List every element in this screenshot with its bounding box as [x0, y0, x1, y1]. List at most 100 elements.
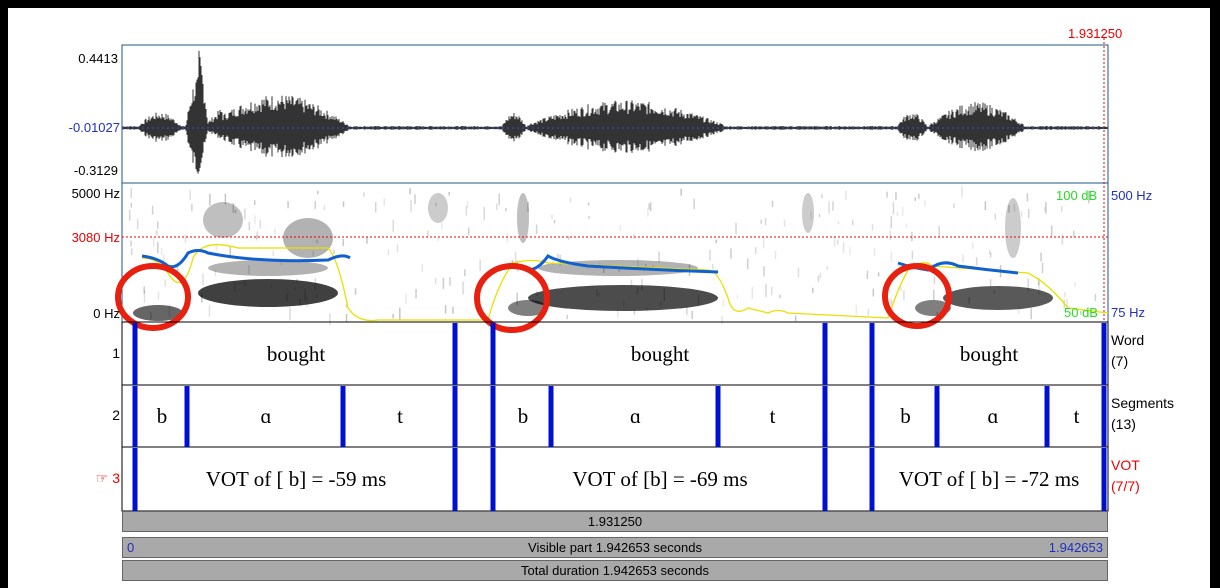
spectrogram-speck: [1051, 226, 1053, 237]
spectrogram-energy: [203, 202, 243, 238]
interval-text: t: [723, 385, 822, 447]
boundary: [1102, 386, 1107, 447]
spectrogram-speck: [248, 265, 250, 274]
spectrogram-speck: [889, 231, 891, 240]
spectrogram-speck: [895, 192, 897, 200]
spectrogram-speck: [995, 214, 997, 220]
spectrogram-speck: [435, 278, 437, 285]
spectrogram-speck: [437, 237, 439, 241]
spectrogram-speck: [634, 309, 636, 314]
spectrogram-speck: [779, 295, 781, 298]
spectrogram-speck: [415, 289, 417, 298]
tier-name: Segments(13): [1111, 393, 1174, 435]
spectrogram-speck: [468, 228, 470, 235]
boundary: [133, 448, 138, 511]
boundary: [453, 386, 458, 447]
spectrogram-speck: [156, 230, 158, 235]
spectrogram-speck: [215, 270, 217, 276]
spectrogram-speck: [735, 223, 737, 235]
spectrogram-speck: [664, 288, 666, 301]
spectrogram-speck: [631, 280, 633, 287]
spectrogram-speck: [152, 206, 154, 215]
spectrogram-speck: [763, 266, 765, 276]
spectrogram-speck: [709, 250, 711, 261]
spectrogram-speck: [716, 239, 718, 243]
spectrogram-speck: [452, 307, 454, 314]
spectrogram-speck: [274, 229, 276, 234]
praat-window: 0.4413 -0.01027 -0.3129 1.931250 5000 Hz…: [8, 8, 1210, 588]
boundary: [185, 386, 190, 447]
spectrogram-speck: [985, 201, 987, 210]
spectrogram-speck: [730, 248, 732, 258]
spectrogram-speck: [737, 295, 739, 299]
spectrogram-speck: [169, 304, 171, 317]
spectrogram-speck: [496, 204, 498, 210]
spectrogram-speck: [355, 288, 357, 294]
spectrogram-speck: [867, 271, 869, 279]
spectrogram-speck: [271, 284, 273, 289]
spectrogram-speck: [588, 216, 590, 219]
boundary: [823, 323, 828, 385]
spectrogram-energy: [428, 193, 448, 223]
spectrogram-speck: [566, 315, 568, 320]
spectrogram-speck: [902, 207, 904, 216]
visible-bar[interactable]: Visible part 1.942653 seconds 0 1.942653: [122, 537, 1108, 558]
tier-name-text: Segments: [1111, 393, 1174, 414]
boundary: [549, 386, 554, 447]
spectrogram-speck: [989, 251, 991, 255]
boundary: [823, 386, 828, 447]
spectrogram-speck: [819, 214, 821, 217]
spectrogram-speck: [244, 209, 246, 220]
intensity-top: 100 dB: [1056, 188, 1097, 203]
spectrogram-speck: [617, 309, 619, 318]
boundary: [341, 386, 346, 447]
spectrogram-speck: [304, 288, 306, 300]
spectrogram-speck: [1044, 207, 1046, 211]
spectrogram-speck: [272, 250, 274, 256]
spectrogram-speck: [296, 279, 298, 282]
tier-number: ☞3: [96, 470, 120, 487]
boundary: [491, 386, 496, 447]
visible-text: Visible part 1.942653 seconds: [528, 540, 702, 555]
spectrogram-speck: [934, 277, 936, 285]
spectrogram-speck: [130, 188, 132, 198]
spectrogram-speck: [158, 291, 160, 299]
waveform-min: -0.3129: [8, 163, 118, 178]
spectrogram-speck: [464, 269, 466, 276]
cursor-time: 1.931250: [1068, 26, 1122, 41]
spectrogram-speck: [130, 240, 132, 246]
spectrogram-speck: [445, 305, 447, 313]
spectrogram-energy: [208, 260, 328, 276]
total-bar[interactable]: Total duration 1.942653 seconds: [122, 560, 1108, 581]
cursor-bar[interactable]: 1.931250: [122, 511, 1108, 532]
spectrogram-speck: [646, 308, 648, 311]
spectrogram-speck: [1042, 263, 1044, 274]
spectrogram-speck: [161, 248, 163, 256]
spectrogram-speck: [462, 282, 464, 295]
spectrogram-energy: [198, 279, 338, 307]
spectrogram-energy: [517, 193, 529, 243]
boundary: [491, 448, 496, 511]
boundary: [133, 386, 138, 447]
spectrogram-speck: [191, 204, 193, 211]
spectrogram-speck: [324, 205, 326, 210]
spectrogram-speck: [234, 281, 236, 292]
spectrogram-speck: [483, 207, 485, 220]
spectrogram-speck: [507, 233, 509, 242]
spectrogram-speck: [287, 201, 289, 208]
spectrogram-speck: [314, 201, 316, 209]
interval-text: VOT of [ b] = -72 ms: [877, 447, 1101, 511]
spectrogram-speck: [315, 278, 317, 290]
intensity-bottom: 50 dB: [1064, 305, 1098, 320]
spectrogram-speck: [1027, 193, 1029, 201]
spectrogram-speck: [752, 287, 754, 299]
spectrogram-speck: [235, 210, 237, 214]
waveform-mid: -0.01027: [8, 120, 120, 135]
spectrogram-speck: [316, 294, 318, 297]
spectrogram-speck: [388, 249, 390, 255]
waveform-max: 0.4413: [8, 51, 118, 66]
interval-text: b: [498, 385, 548, 447]
spectrogram-speck: [448, 192, 450, 196]
spectrogram-speck: [254, 200, 256, 205]
spectrogram-speck: [435, 203, 437, 207]
